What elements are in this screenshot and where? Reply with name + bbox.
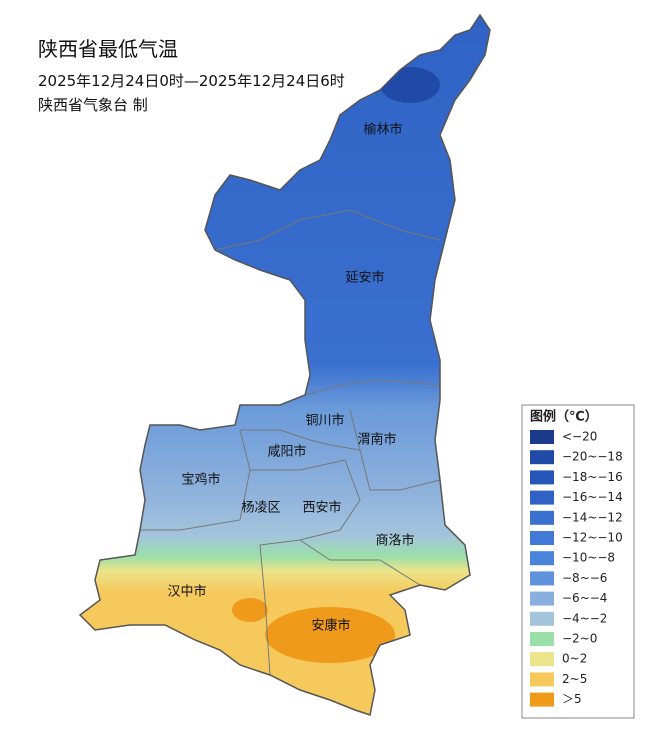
temperature-field xyxy=(80,15,490,715)
legend-label: −2~0 xyxy=(562,632,597,646)
legend-swatch xyxy=(530,430,554,444)
legend-label: <−20 xyxy=(562,430,597,444)
legend-label: −20~−18 xyxy=(562,450,623,464)
legend-title: 图例（℃） xyxy=(530,409,598,425)
legend-swatch xyxy=(530,652,554,667)
legend-swatch xyxy=(530,672,554,687)
issuer: 陕西省气象台 制 xyxy=(38,96,148,114)
title: 陕西省最低气温 xyxy=(38,37,178,61)
legend-swatch xyxy=(530,531,554,545)
legend-label: ＞5 xyxy=(562,692,582,706)
legend-label: 2~5 xyxy=(562,672,587,686)
legend-swatch xyxy=(530,510,554,525)
legend-label: −14~−12 xyxy=(562,510,623,524)
legend-swatch xyxy=(530,591,554,606)
city-label: 咸阳市 xyxy=(267,444,306,460)
legend: 图例（℃） <−20 −20~−18 −18~−16 −16~−14 −14~−12 −1… xyxy=(521,404,635,719)
legend-swatch xyxy=(530,490,554,505)
city-label: 宝鸡市 xyxy=(181,472,220,488)
legend-swatch xyxy=(530,551,554,566)
legend-label: 0~2 xyxy=(562,652,587,666)
legend-label: −16~−14 xyxy=(562,490,623,504)
city-label: 铜川市 xyxy=(305,413,344,429)
legend-label: −18~−16 xyxy=(562,470,623,484)
city-label: 西安市 xyxy=(302,500,341,516)
subtitle: 2025年12月24日0时—2025年12月24日6时 xyxy=(38,72,345,90)
boundaries xyxy=(79,14,491,716)
city-label: 渭南市 xyxy=(357,432,396,448)
city-label: 安康市 xyxy=(311,618,350,634)
legend-swatch xyxy=(530,692,554,707)
legend-swatch xyxy=(530,571,554,586)
legend-swatch xyxy=(530,632,554,646)
legend-label: −4~−2 xyxy=(562,611,607,625)
city-label: 商洛市 xyxy=(375,533,414,549)
legend-swatch xyxy=(530,450,554,465)
legend-label: −8~−6 xyxy=(562,571,607,585)
city-label: 汉中市 xyxy=(167,584,206,600)
legend-swatch xyxy=(530,611,554,626)
legend-label: −6~−4 xyxy=(562,591,607,605)
city-label: 杨凌区 xyxy=(241,501,280,516)
legend-swatch xyxy=(530,470,554,485)
city-label: 延安市 xyxy=(345,270,384,286)
legend-label: −12~−10 xyxy=(562,531,623,545)
legend-label: −10~−8 xyxy=(562,551,615,565)
city-label: 榆林市 xyxy=(363,122,402,138)
